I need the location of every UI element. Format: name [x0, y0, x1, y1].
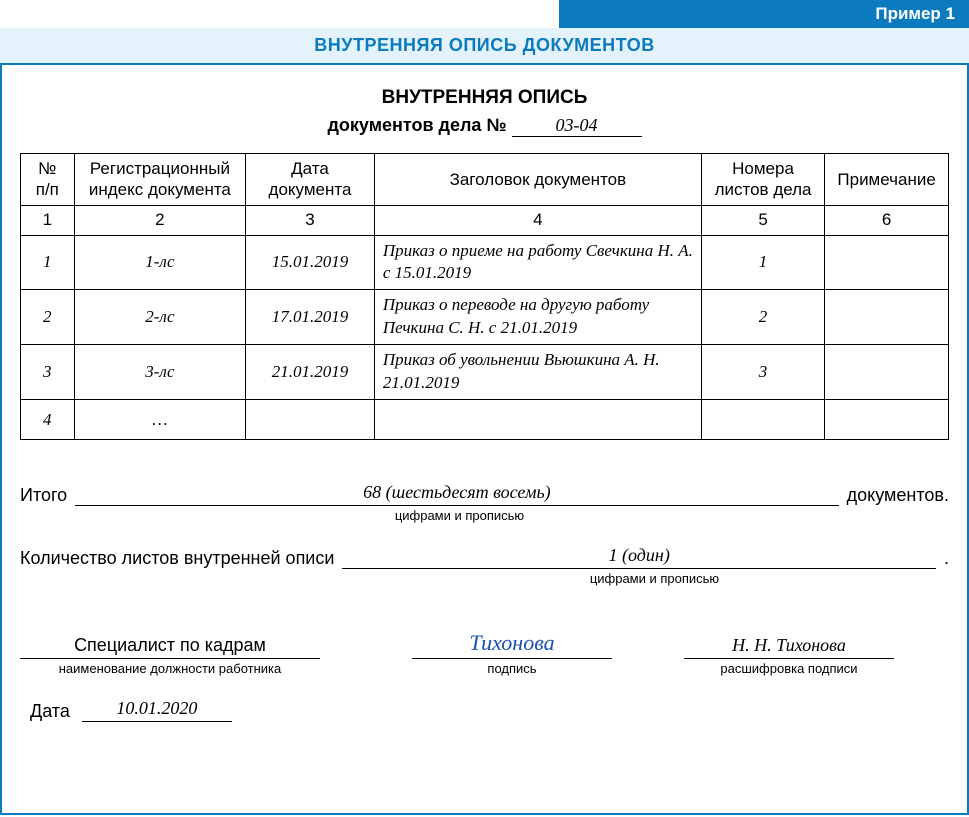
col-header: Дата документа [246, 154, 375, 206]
col-num: 4 [374, 205, 701, 235]
name-sub: расшифровка подписи [684, 661, 894, 676]
name-value: Н. Н. Тихонова [684, 633, 894, 659]
col-num: 5 [701, 205, 824, 235]
col-header: Заголовок документов [374, 154, 701, 206]
sheets-subcaption-row: цифрами и прописью [20, 571, 949, 586]
col-num: 3 [246, 205, 375, 235]
col-header: Примечание [825, 154, 949, 206]
cell-date: 21.01.2019 [246, 345, 375, 400]
document-container: ВНУТРЕННЯЯ ОПИСЬ документов дела № 03-04… [0, 63, 969, 815]
col-num: 1 [21, 205, 75, 235]
cell-idx: 3-лс [74, 345, 246, 400]
position-value: Специалист по кадрам [20, 633, 320, 659]
total-subcaption: цифрами и прописью [80, 508, 839, 523]
cell-idx: 1-лс [74, 235, 246, 290]
col-header: № п/п [21, 154, 75, 206]
total-line: Итого 68 (шестьдесят восемь) документов. [20, 482, 949, 506]
date-label: Дата [30, 701, 70, 722]
cell-sheets: 2 [701, 290, 824, 345]
cell-n: 4 [21, 400, 75, 440]
cell-n: 2 [21, 290, 75, 345]
signature-col: Тихонова подпись [412, 630, 612, 676]
table-row: 2 2-лс 17.01.2019 Приказ о переводе на д… [21, 290, 949, 345]
cell-date: 15.01.2019 [246, 235, 375, 290]
date-value: 10.01.2020 [82, 698, 232, 722]
sheets-line: Количество листов внутренней описи 1 (од… [20, 545, 949, 569]
totals-section: Итого 68 (шестьдесят восемь) документов.… [20, 482, 949, 586]
heading-main: ВНУТРЕННЯЯ ОПИСЬ [20, 87, 949, 109]
sheets-value: 1 (один) [342, 545, 936, 569]
example-tab: Пример 1 [559, 0, 969, 28]
case-number: 03-04 [512, 115, 642, 137]
cell-date: 17.01.2019 [246, 290, 375, 345]
total-value: 68 (шестьдесят восемь) [75, 482, 838, 506]
cell-n: 1 [21, 235, 75, 290]
cell-n: 3 [21, 345, 75, 400]
col-header: Регистрационный индекс документа [74, 154, 246, 206]
col-num: 2 [74, 205, 246, 235]
cell-title: Приказ о переводе на другую работу Печки… [374, 290, 701, 345]
col-num: 6 [825, 205, 949, 235]
sheets-period: . [944, 548, 949, 569]
title-bar: ВНУТРЕННЯЯ ОПИСЬ ДОКУМЕНТОВ [0, 28, 969, 63]
name-col: Н. Н. Тихонова расшифровка подписи [684, 633, 894, 676]
position-col: Специалист по кадрам наименование должно… [20, 633, 320, 676]
top-bar: Пример 1 [0, 0, 969, 28]
sheets-label: Количество листов внутренней описи [20, 548, 334, 569]
cell-note [825, 345, 949, 400]
position-sub: наименование должности работника [20, 661, 320, 676]
documents-table: № п/п Регистрационный индекс документа Д… [20, 153, 949, 440]
heading-sub-row: документов дела № 03-04 [20, 115, 949, 137]
cell-title: Приказ об увольнении Вьюшкина А. Н. 21.0… [374, 345, 701, 400]
total-suffix: документов. [847, 485, 949, 506]
cell-sheets [701, 400, 824, 440]
signature-block: Специалист по кадрам наименование должно… [20, 630, 949, 676]
cell-date [246, 400, 375, 440]
table-head: № п/п Регистрационный индекс документа Д… [21, 154, 949, 236]
header-row: № п/п Регистрационный индекс документа Д… [21, 154, 949, 206]
date-row: Дата 10.01.2020 [20, 698, 949, 722]
signature-value: Тихонова [412, 630, 612, 659]
table-row: 4 … [21, 400, 949, 440]
cell-note [825, 400, 949, 440]
cell-title [374, 400, 701, 440]
cell-note [825, 290, 949, 345]
signature-sub: подпись [412, 661, 612, 676]
sheets-subcaption: цифрами и прописью [370, 571, 939, 586]
heading-sub-prefix: документов дела № [327, 115, 506, 135]
table-row: 3 3-лс 21.01.2019 Приказ об увольнении В… [21, 345, 949, 400]
total-subcaption-row: цифрами и прописью [20, 508, 949, 523]
cell-idx: 2-лс [74, 290, 246, 345]
total-label: Итого [20, 485, 67, 506]
cell-sheets: 3 [701, 345, 824, 400]
column-number-row: 1 2 3 4 5 6 [21, 205, 949, 235]
cell-note [825, 235, 949, 290]
table-row: 1 1-лс 15.01.2019 Приказ о приеме на раб… [21, 235, 949, 290]
table-body: 1 1-лс 15.01.2019 Приказ о приеме на раб… [21, 235, 949, 440]
cell-sheets: 1 [701, 235, 824, 290]
cell-title: Приказ о приеме на работу Свечкина Н. А.… [374, 235, 701, 290]
cell-idx: … [74, 400, 246, 440]
col-header: Номера листов дела [701, 154, 824, 206]
